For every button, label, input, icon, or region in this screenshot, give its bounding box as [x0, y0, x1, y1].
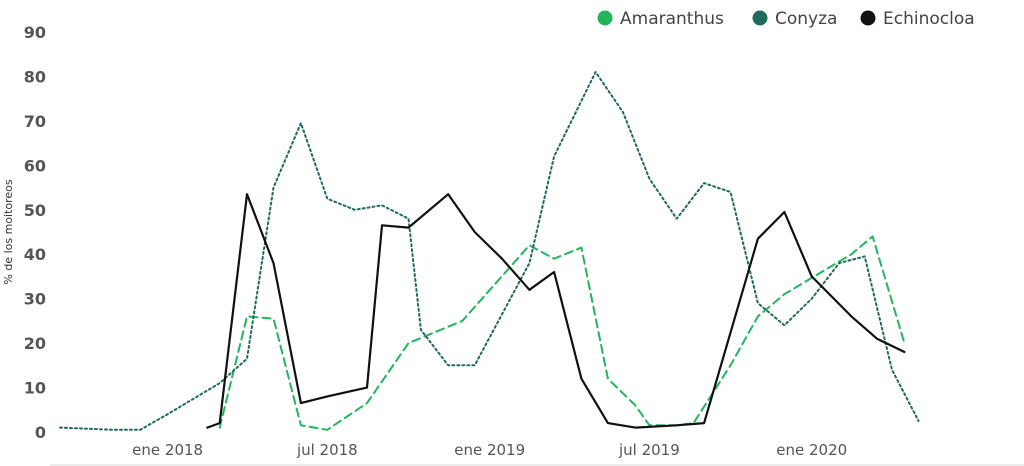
x-tick-label: jul 2019 — [618, 441, 680, 459]
legend-marker-amaranthus — [597, 10, 613, 26]
y-tick-label: 0 — [35, 423, 46, 442]
y-tick-label: 70 — [24, 112, 46, 131]
y-axis-label: % de los moitoreos — [2, 179, 15, 285]
y-tick-label: 30 — [24, 290, 46, 309]
legend-marker-conyza — [752, 10, 768, 26]
series-lines — [59, 71, 920, 431]
x-tick-label: ene 2020 — [776, 441, 847, 459]
y-axis-label-group: % de los moitoreos — [2, 179, 15, 285]
y-tick-label: 60 — [24, 156, 46, 175]
y-tick-label: 50 — [24, 201, 46, 220]
legend-marker-echinocloa — [860, 10, 876, 26]
y-tick-label: 80 — [24, 67, 46, 86]
series-line-amaranthus — [218, 235, 906, 431]
y-tick-label: 90 — [24, 23, 46, 42]
x-ticks: ene 2018 jul 2018 ene 2019 jul 2019 ene 2020 — [132, 441, 847, 459]
x-tick-label: jul 2018 — [296, 441, 358, 459]
legend[interactable]: Amaranthus Conyza Echinocloa — [597, 9, 975, 29]
legend-label-amaranthus[interactable]: Amaranthus — [620, 9, 724, 29]
legend-label-echinocloa[interactable]: Echinocloa — [883, 9, 975, 29]
legend-label-conyza[interactable]: Conyza — [775, 9, 837, 29]
y-tick-label: 40 — [24, 245, 46, 264]
x-tick-label: ene 2019 — [454, 441, 525, 459]
y-tick-label: 10 — [24, 379, 46, 398]
x-tick-label: ene 2018 — [132, 441, 203, 459]
y-tick-label: 20 — [24, 334, 46, 353]
series-line-conyza — [59, 71, 920, 431]
y-ticks: 0 10 20 30 40 50 60 70 80 90 — [24, 23, 46, 442]
series-line-echinocloa — [206, 193, 906, 429]
